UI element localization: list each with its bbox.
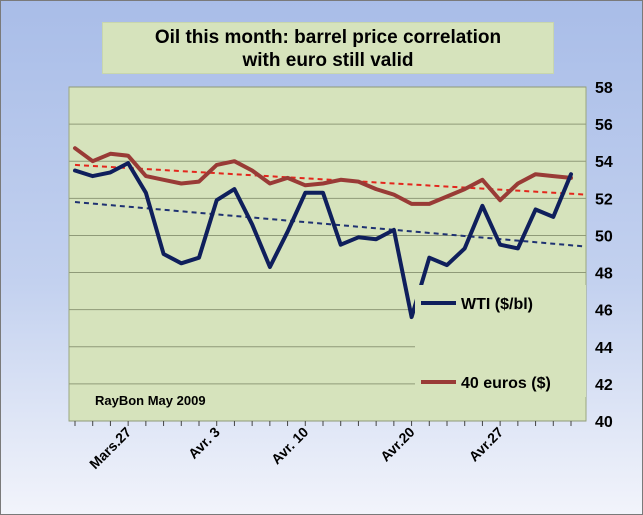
legend: WTI ($/bl) 40 euros ($) (415, 285, 586, 397)
y-tick-label: 54 (595, 154, 613, 171)
y-tick-label: 42 (595, 377, 613, 394)
y-tick-label: 50 (595, 228, 613, 245)
chart-title: Oil this month: barrel price correlation… (102, 22, 554, 74)
x-axis-ticks (74, 421, 572, 426)
legend-label-0: WTI ($/bl) (461, 296, 533, 313)
y-tick-label: 48 (595, 266, 613, 283)
trendline-0 (74, 201, 587, 248)
x-axis-labels: Mars.27 Avr. 3 Avr. 10 Avr.20 Avr.27 (86, 424, 506, 472)
y-axis-labels: 40 42 44 46 48 50 52 54 56 58 (595, 80, 613, 431)
chart-title-line-2: with euro still valid (242, 50, 414, 71)
y-tick-label: 40 (595, 414, 613, 431)
x-tick-label: Avr.20 (377, 424, 418, 465)
y-tick-label: 44 (595, 340, 613, 357)
y-tick-label: 58 (595, 80, 613, 97)
x-tick-label: Mars.27 (86, 424, 134, 472)
legend-label-1: 40 euros ($) (461, 375, 551, 392)
x-tick-label: Avr.27 (466, 424, 507, 465)
x-tick-label: Avr. 10 (268, 424, 312, 468)
series-layer (73, 146, 587, 320)
credit-text: RayBon May 2009 (95, 393, 206, 408)
y-tick-label: 46 (595, 303, 613, 320)
y-tick-label: 52 (595, 191, 613, 208)
chart-title-line-1: Oil this month: barrel price correlation (154, 27, 502, 48)
series-line-0 (73, 161, 573, 320)
series-line-1 (73, 146, 573, 206)
y-tick-label: 56 (595, 117, 613, 134)
trendline-1 (74, 163, 587, 196)
x-tick-label: Avr. 3 (185, 424, 223, 462)
